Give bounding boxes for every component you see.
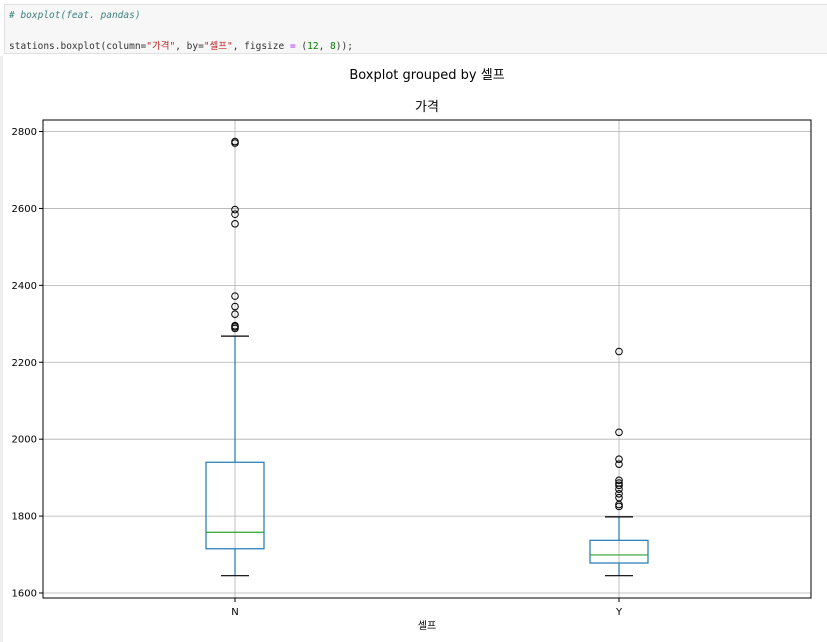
code-operator: = xyxy=(289,41,296,52)
outlier-point xyxy=(615,455,623,463)
data-layer xyxy=(205,137,649,577)
code-cell-input[interactable]: # boxplot(feat. pandas) stations.boxplot… xyxy=(4,4,827,54)
outlier-point xyxy=(231,321,239,330)
x-tick-label: N xyxy=(231,607,238,618)
y-tick-label: 1800 xyxy=(12,512,37,523)
outlier-point xyxy=(231,220,239,228)
outlier-point xyxy=(231,310,239,318)
outlier-point xyxy=(231,210,239,219)
code-number: 8 xyxy=(330,41,336,52)
x-axis-label: 셀프 xyxy=(418,620,436,632)
code-separator: , by= xyxy=(175,41,204,52)
code-number: 12 xyxy=(307,41,319,52)
plot-frame xyxy=(42,119,812,599)
code-end: )); xyxy=(335,41,353,52)
y-tick-label: 2000 xyxy=(12,435,37,446)
code-line: stations.boxplot(column="가격", by="셀프", f… xyxy=(9,38,353,52)
iqr-box xyxy=(205,461,265,550)
chart-suptitle: Boxplot grouped by 셀프 xyxy=(349,68,504,83)
tick-layer: 1600 1800 2000 2200 2400 2600 2800 N Y xyxy=(12,127,623,618)
box-group-n xyxy=(205,137,265,577)
y-tick-label: 2600 xyxy=(12,204,37,215)
code-comma: , xyxy=(318,41,331,52)
outlier-point xyxy=(615,502,623,511)
outlier-point xyxy=(231,137,239,146)
y-tick-label: 2400 xyxy=(12,281,37,292)
code-object: stations.boxplot(column= xyxy=(9,41,147,52)
outlier-point xyxy=(615,479,623,487)
outlier-point xyxy=(615,481,623,490)
code-by-string: "셀프" xyxy=(203,41,233,52)
code-column-string: "가격" xyxy=(146,41,176,52)
outlier-point xyxy=(615,428,623,437)
outlier-point xyxy=(615,460,623,468)
box-group-y xyxy=(589,347,649,577)
code-comment: # boxplot(feat. pandas) xyxy=(9,10,141,21)
outlier-point xyxy=(231,302,239,311)
iqr-box xyxy=(589,539,649,564)
y-tick-label: 1600 xyxy=(12,589,37,600)
outlier-point xyxy=(231,205,239,214)
outlier-point xyxy=(615,347,623,356)
code-separator: , figsize xyxy=(232,41,290,52)
output-area-edge xyxy=(0,56,3,642)
code-paren: ( xyxy=(295,41,308,52)
outlier-point xyxy=(615,493,623,502)
grid-layer xyxy=(43,120,811,598)
y-tick-label: 2200 xyxy=(12,358,37,369)
y-tick-label: 2800 xyxy=(12,127,37,138)
outlier-point xyxy=(615,489,623,498)
outlier-point xyxy=(615,476,623,485)
chart-title: 가격 xyxy=(415,100,439,115)
outlier-point xyxy=(231,292,239,300)
x-tick-label: Y xyxy=(615,607,623,618)
